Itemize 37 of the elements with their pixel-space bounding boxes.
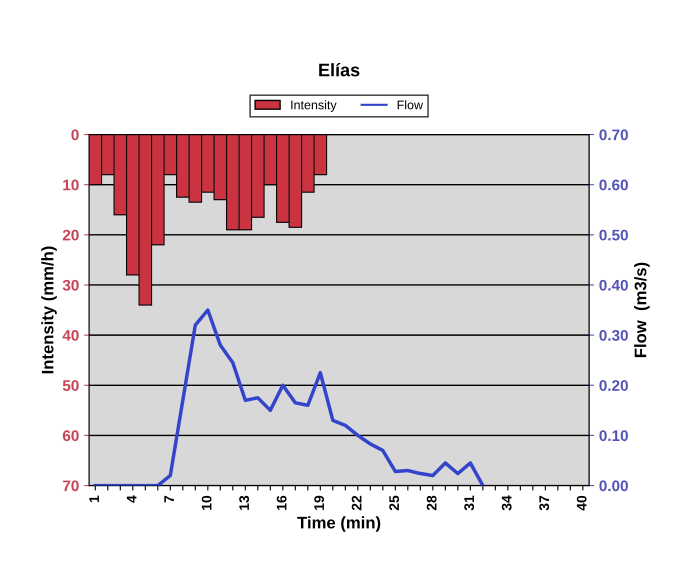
y-tick-label: 50	[62, 380, 79, 391]
x-tick-label: 4	[126, 495, 136, 503]
y-tick-label: 0	[71, 129, 79, 140]
y2-tick-label: 0.10	[599, 430, 628, 442]
y2-tick-label: 0.50	[599, 230, 628, 241]
y2-tick-label: 0.00	[599, 480, 628, 492]
x-tick-label: 1	[89, 496, 99, 502]
x-tick-label: 34	[502, 495, 512, 510]
y2-tick-label: 0.30	[599, 330, 628, 341]
x-tick-label: 28	[426, 496, 437, 510]
x-tick-label: 25	[389, 496, 400, 510]
y-tick-label: 70	[62, 480, 79, 492]
x-tick-label: 7	[164, 496, 174, 502]
x-axis-title: Time (min)	[297, 516, 380, 532]
x-tick-label: 37	[539, 496, 550, 510]
y2-tick-label: 0.60	[599, 180, 628, 190]
y-tick-label: 40	[62, 330, 79, 341]
legend-label: Flow	[398, 100, 424, 110]
x-tick-label: 22	[352, 496, 362, 510]
x-tick-label: 40	[576, 496, 587, 511]
legend-label: Intensity	[291, 100, 337, 112]
x-tick-label: 10	[202, 496, 212, 510]
y2-axis-title: Flow (m3/s)	[634, 262, 650, 358]
x-tick-label: 13	[239, 496, 250, 510]
y-tick-label: 10	[63, 180, 79, 190]
y2-tick-label: 0.40	[599, 280, 628, 291]
y-axis-title: Intensity (mm/h)	[41, 246, 57, 374]
y-tick-label: 60	[62, 430, 79, 442]
y-tick-label: 30	[62, 280, 79, 291]
y2-tick-label: 0.70	[599, 129, 628, 140]
chart-title: Elías	[319, 62, 360, 76]
y-tick-label: 20	[62, 230, 79, 241]
line-series	[94, 308, 485, 486]
x-tick-label: 16	[276, 496, 287, 510]
x-tick-label: 31	[464, 496, 474, 510]
y2-tick-label: 0.20	[599, 380, 628, 391]
x-tick-label: 19	[314, 496, 324, 510]
